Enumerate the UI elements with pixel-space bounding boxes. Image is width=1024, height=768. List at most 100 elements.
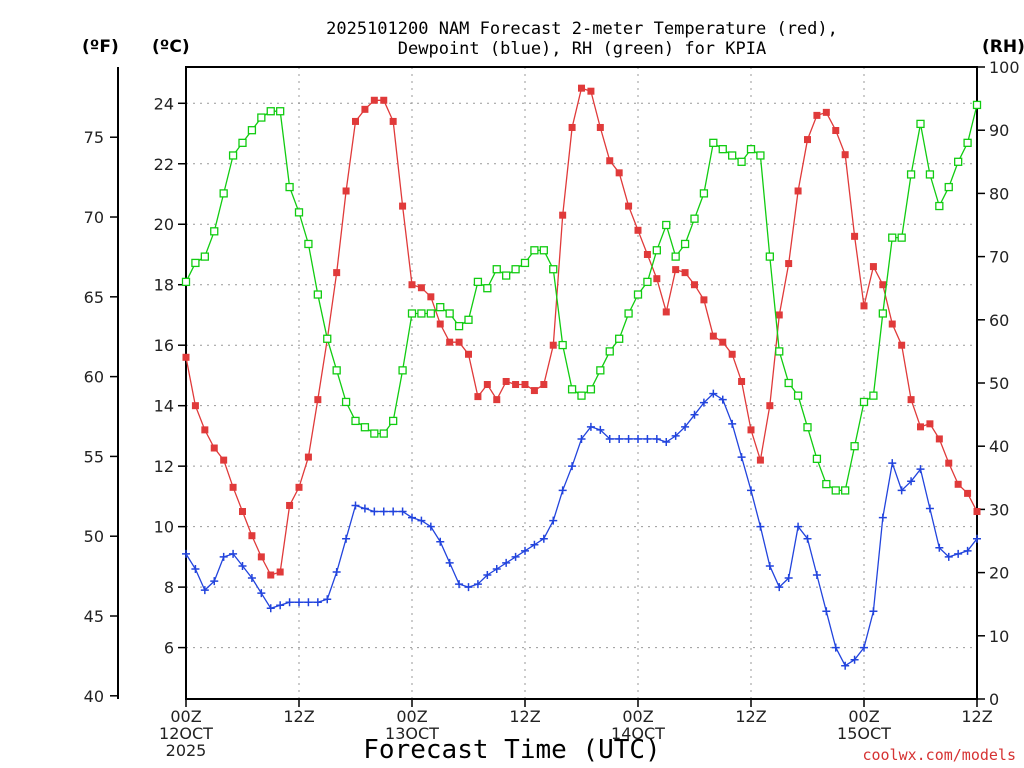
temperature-point <box>229 483 237 491</box>
dewpoint-point <box>709 389 718 398</box>
rh-point <box>228 151 238 160</box>
rh-point <box>276 107 285 116</box>
rh-line <box>185 104 978 492</box>
rh-tick-label: 50 <box>989 374 1009 393</box>
temperature-point <box>634 226 642 234</box>
dewpoint-point <box>690 410 699 419</box>
dewpoint-point <box>822 607 831 616</box>
dewpoint-point <box>586 422 595 431</box>
rh-tick-label: 30 <box>989 500 1009 519</box>
rh-point <box>370 429 379 438</box>
dewpoint-point <box>643 434 652 443</box>
rh-point <box>972 100 982 110</box>
rh-point <box>247 126 257 135</box>
x-tick-label: 12Z <box>735 707 766 726</box>
temperature-point <box>286 501 294 509</box>
rh-point <box>831 486 840 495</box>
dewpoint-point <box>841 661 850 670</box>
x-tick-label: 12Z <box>509 707 540 726</box>
temperature-point <box>672 266 680 274</box>
dewpoint-point <box>662 437 671 446</box>
dewpoint-point <box>445 558 454 567</box>
dewpoint-point <box>747 486 755 495</box>
dewpoint-point <box>332 567 341 576</box>
fahrenheit-tick-label: 45 <box>84 607 104 626</box>
temperature-point <box>314 396 322 404</box>
rh-point <box>935 201 944 211</box>
dewpoint-point <box>530 540 539 549</box>
temperature-point <box>653 275 661 283</box>
rh-point <box>906 170 916 179</box>
rh-point <box>671 252 680 261</box>
temperature-point <box>832 127 840 135</box>
temperature-point <box>455 338 463 346</box>
rh-point <box>680 239 690 249</box>
rh-point <box>897 233 906 242</box>
temperature-point <box>869 263 877 271</box>
temperature-point <box>606 157 614 165</box>
dewpoint-point <box>379 507 388 516</box>
fahrenheit-tick-label: 50 <box>84 527 104 546</box>
dewpoint-point <box>464 583 473 592</box>
credit-label: coolwx.com/models <box>862 746 1016 764</box>
series-layer <box>181 84 982 670</box>
rh-point <box>181 277 191 287</box>
dewpoint-point <box>812 571 821 580</box>
x-tick-label: 00Z <box>170 707 201 726</box>
rh-point <box>737 157 746 166</box>
temperature-point <box>709 332 717 340</box>
dewpoint-point <box>323 595 332 604</box>
x-tick-label: 12Z <box>283 707 314 726</box>
temperature-point <box>399 202 407 210</box>
dewpoint-point <box>973 534 981 543</box>
temperature-point <box>728 350 736 358</box>
dewpoint-point <box>963 546 972 555</box>
dewpoint-point <box>765 561 774 570</box>
celsius-tick-label: 10 <box>154 518 174 537</box>
rh-point <box>784 378 793 388</box>
x-tick-label: 12OCT <box>159 724 213 743</box>
rh-point <box>539 246 548 255</box>
dewpoint-point <box>370 507 379 516</box>
temperature-point <box>964 489 972 497</box>
temperature-point <box>775 311 783 319</box>
rh-point <box>916 119 925 129</box>
dewpoint-point <box>342 534 351 543</box>
dewpoint-point <box>699 398 708 407</box>
rh-tick-label: 0 <box>989 690 999 709</box>
rh-point <box>407 309 417 318</box>
dewpoint-point <box>878 513 887 522</box>
dewpoint-point <box>577 434 586 443</box>
fahrenheit-unit-label: (ºF) <box>82 37 119 57</box>
rh-point <box>238 138 247 147</box>
rh-point <box>765 252 774 261</box>
rh-point <box>709 138 718 147</box>
rh-point <box>812 454 822 463</box>
rh-point <box>869 391 878 400</box>
dewpoint-point <box>247 574 256 583</box>
temperature-point <box>465 350 472 358</box>
temperature-point <box>361 105 369 113</box>
dewpoint-point <box>229 549 238 558</box>
rh-point <box>323 334 332 343</box>
dewpoint-point <box>756 522 765 531</box>
rh-point <box>454 321 464 331</box>
rh-point <box>925 170 935 179</box>
dewpoint-point <box>925 504 934 513</box>
temperature-line <box>185 87 978 576</box>
rh-point <box>850 442 859 451</box>
celsius-unit-label: (ºC) <box>152 37 190 57</box>
celsius-tick-label: 12 <box>154 457 174 476</box>
rh-point <box>389 416 398 426</box>
x-axis-title: Forecast Time (UTC) <box>363 735 660 765</box>
temperature-point <box>973 508 981 516</box>
dewpoint-point <box>935 543 944 552</box>
dewpoint-point <box>436 537 445 546</box>
temperature-point <box>512 381 520 389</box>
fahrenheit-tick-label: 60 <box>84 368 104 387</box>
temperature-point <box>662 308 670 316</box>
dewpoint-point <box>634 434 642 443</box>
rh-point <box>596 366 605 375</box>
dewpoint-point <box>681 422 690 431</box>
temperature-point <box>625 202 633 210</box>
